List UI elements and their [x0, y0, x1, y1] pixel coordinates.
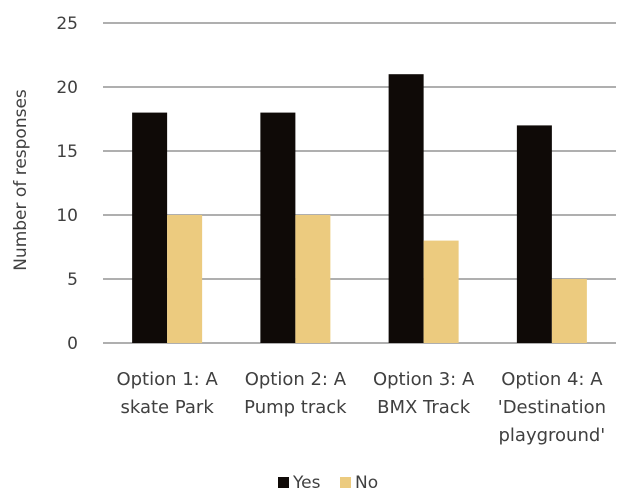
y-tick-label: 20 — [56, 78, 78, 98]
x-category-label: Option 3: A BMX Track — [373, 369, 475, 418]
bars — [132, 74, 587, 344]
x-category-label: Option 4: A 'Destination playground' — [498, 369, 606, 446]
bar-yes-1 — [132, 112, 168, 343]
y-axis-ticks: 0 5 10 15 20 25 — [56, 14, 78, 354]
legend-label-yes: Yes — [292, 473, 321, 493]
y-tick-label: 15 — [56, 142, 78, 162]
x-category-label: Option 2: A Pump track — [244, 369, 347, 418]
bar-no-1 — [167, 215, 203, 343]
y-axis-title: Number of responses — [11, 89, 31, 271]
y-tick-label: 5 — [67, 270, 78, 290]
y-tick-label: 10 — [56, 206, 78, 226]
bar-yes-3 — [388, 74, 424, 343]
bar-yes-2 — [260, 112, 296, 343]
y-tick-label: 25 — [56, 14, 78, 34]
legend: Yes No — [278, 473, 378, 493]
bar-no-4 — [551, 279, 587, 343]
bar-no-2 — [295, 215, 331, 343]
legend-swatch-yes — [278, 477, 289, 488]
bar-no-3 — [423, 240, 459, 343]
legend-swatch-no — [340, 477, 351, 488]
legend-label-no: No — [355, 473, 378, 493]
y-tick-label: 0 — [67, 334, 78, 354]
bar-yes-4 — [516, 125, 552, 344]
